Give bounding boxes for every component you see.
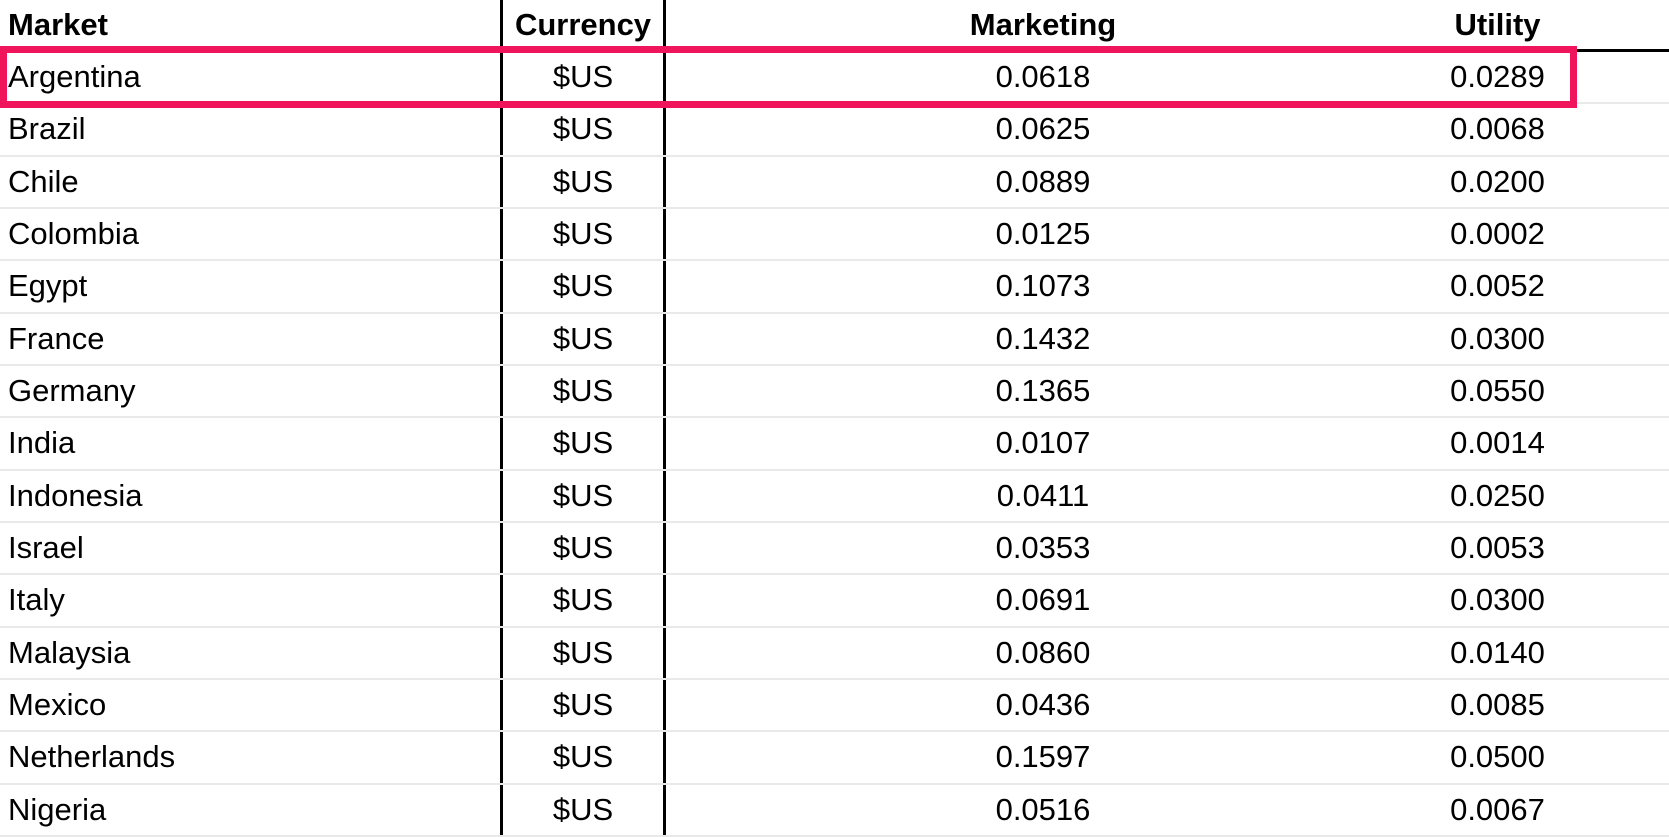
cell-marketing[interactable]: 0.0625 <box>995 111 1091 147</box>
cell-utility[interactable]: 0.0550 <box>1450 373 1545 409</box>
cell-empty <box>1575 261 1669 311</box>
cell-empty <box>1575 418 1669 468</box>
cell-marketing[interactable]: 0.0516 <box>995 791 1091 827</box>
column-header-currency[interactable]: Currency <box>500 0 666 49</box>
cell-marketing[interactable]: 0.0353 <box>995 530 1091 566</box>
cell-currency[interactable]: $US <box>500 522 666 574</box>
cell-market[interactable]: France <box>8 320 105 356</box>
table-row: Italy $US 0.0691 0.0300 <box>0 575 1669 628</box>
cell-empty <box>1575 52 1669 102</box>
cell-empty <box>1575 628 1669 678</box>
cell-utility[interactable]: 0.0052 <box>1450 268 1545 304</box>
cell-currency[interactable]: $US <box>500 261 666 312</box>
cell-marketing[interactable]: 0.0889 <box>995 163 1091 199</box>
cell-empty <box>1575 104 1669 154</box>
table-row: Mexico $US 0.0436 0.0085 <box>0 679 1669 733</box>
table-row: Colombia $US 0.0125 0.0002 <box>0 208 1669 262</box>
cell-utility[interactable]: 0.0200 <box>1450 163 1545 199</box>
cell-market[interactable]: Colombia <box>8 216 139 252</box>
cell-empty <box>1575 157 1669 207</box>
cell-marketing[interactable]: 0.0411 <box>996 477 1090 513</box>
cell-utility[interactable]: 0.0068 <box>1450 111 1545 147</box>
cell-currency[interactable]: $US <box>500 575 666 626</box>
cell-market[interactable]: Mexico <box>8 687 107 723</box>
cell-empty <box>1575 209 1669 259</box>
cell-marketing[interactable]: 0.0618 <box>995 59 1091 95</box>
table-row: Netherlands $US 0.1597 0.0500 <box>0 732 1669 785</box>
header-row: Market Currency Marketing Utility <box>0 0 1669 52</box>
cell-utility[interactable]: 0.0002 <box>1450 216 1545 252</box>
table-row: Malaysia $US 0.0860 0.0140 <box>0 627 1669 680</box>
cell-currency[interactable]: $US <box>500 365 666 417</box>
cell-currency[interactable]: $US <box>500 732 666 783</box>
cell-utility[interactable]: 0.0500 <box>1450 739 1545 775</box>
cell-marketing[interactable]: 0.0436 <box>995 687 1091 723</box>
cell-utility[interactable]: 0.0053 <box>1450 530 1545 566</box>
table-row: Indonesia $US 0.0411 0.0250 <box>0 470 1669 523</box>
cell-utility[interactable]: 0.0085 <box>1450 687 1545 723</box>
cell-market[interactable]: Israel <box>8 530 84 566</box>
cell-marketing[interactable]: 0.1073 <box>995 268 1091 304</box>
cell-market[interactable]: Brazil <box>8 111 86 147</box>
cell-market[interactable]: Argentina <box>8 59 141 95</box>
cell-market[interactable]: Germany <box>8 373 136 409</box>
cell-empty <box>1575 471 1669 521</box>
cell-market[interactable]: Italy <box>8 582 65 618</box>
cell-utility[interactable]: 0.0067 <box>1450 791 1545 827</box>
cell-currency[interactable]: $US <box>500 104 666 155</box>
cell-market[interactable]: India <box>8 425 76 461</box>
cell-currency[interactable]: $US <box>500 627 666 678</box>
cell-marketing[interactable]: 0.1432 <box>995 320 1091 356</box>
cell-empty <box>1575 366 1669 416</box>
cell-market[interactable]: Chile <box>8 163 79 199</box>
cell-currency[interactable]: $US <box>500 418 666 469</box>
cell-marketing[interactable]: 0.1365 <box>995 373 1091 409</box>
column-header-market[interactable]: Market <box>8 6 108 42</box>
column-header-marketing[interactable]: Marketing <box>969 6 1117 42</box>
cell-currency[interactable]: $US <box>500 784 666 835</box>
cell-empty <box>1575 314 1669 364</box>
table-row: France $US 0.1432 0.0300 <box>0 313 1669 366</box>
cell-market[interactable]: Malaysia <box>8 634 131 670</box>
table-body: Argentina $US 0.0618 0.0289 Brazil $US 0… <box>0 52 1669 837</box>
column-header-utility[interactable]: Utility <box>1454 6 1541 42</box>
cell-currency[interactable]: $US <box>500 313 666 364</box>
cell-currency[interactable]: $US <box>500 208 666 260</box>
cell-empty <box>1575 732 1669 782</box>
table-row: Egypt $US 0.1073 0.0052 <box>0 261 1669 314</box>
table-row: Israel $US 0.0353 0.0053 <box>0 522 1669 576</box>
cell-currency[interactable]: $US <box>500 470 666 521</box>
cell-market[interactable]: Egypt <box>8 268 88 304</box>
table-row: Brazil $US 0.0625 0.0068 <box>0 104 1669 157</box>
cell-market[interactable]: Indonesia <box>8 477 143 513</box>
cell-market[interactable]: Netherlands <box>8 739 176 775</box>
header-empty-cell <box>1575 0 1669 49</box>
cell-utility[interactable]: 0.0140 <box>1450 634 1545 670</box>
cell-empty <box>1575 575 1669 625</box>
cell-marketing[interactable]: 0.0860 <box>995 634 1091 670</box>
cell-currency[interactable]: $US <box>500 52 666 103</box>
cell-empty <box>1575 680 1669 730</box>
cell-utility[interactable]: 0.0300 <box>1450 320 1545 356</box>
cell-marketing[interactable]: 0.0125 <box>995 216 1091 252</box>
cell-currency[interactable]: $US <box>500 156 666 207</box>
cell-utility[interactable]: 0.0250 <box>1450 477 1545 513</box>
table-row: Germany $US 0.1365 0.0550 <box>0 365 1669 419</box>
cell-currency[interactable]: $US <box>500 679 666 731</box>
table-row: Argentina $US 0.0618 0.0289 <box>0 52 1669 105</box>
cell-empty <box>1575 523 1669 573</box>
table-row: Nigeria $US 0.0516 0.0067 <box>0 784 1669 837</box>
cell-utility[interactable]: 0.0300 <box>1450 582 1545 618</box>
cell-utility[interactable]: 0.0289 <box>1450 59 1545 95</box>
cell-marketing[interactable]: 0.0691 <box>995 582 1091 618</box>
cell-utility[interactable]: 0.0014 <box>1450 425 1545 461</box>
table-row: Chile $US 0.0889 0.0200 <box>0 156 1669 209</box>
cell-marketing[interactable]: 0.0107 <box>995 425 1091 461</box>
cell-empty <box>1575 785 1669 835</box>
cell-market[interactable]: Nigeria <box>8 791 107 827</box>
table-row: India $US 0.0107 0.0014 <box>0 418 1669 471</box>
cell-marketing[interactable]: 0.1597 <box>995 739 1091 775</box>
